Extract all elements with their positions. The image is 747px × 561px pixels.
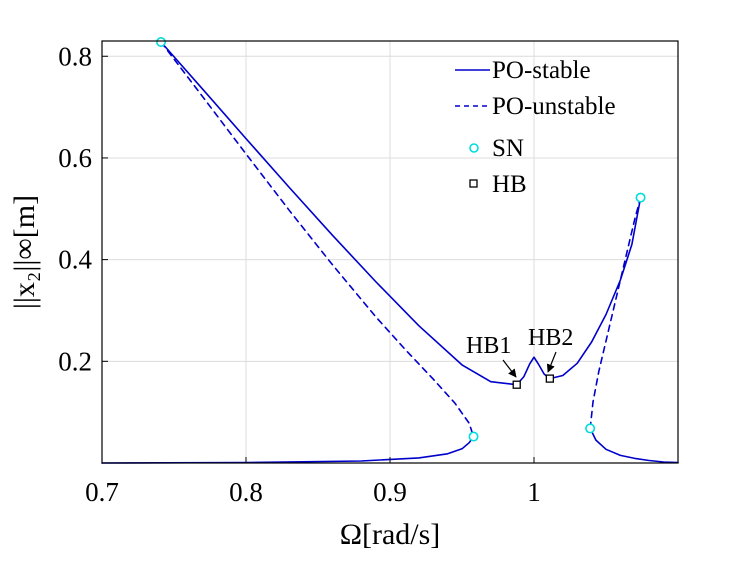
plot-series [101, 41, 679, 464]
po-stable-curve [160, 41, 518, 386]
plot-markers [156, 37, 646, 442]
legend: PO-stable PO-unstable SN HB [455, 57, 616, 198]
hb1-arrow [502, 359, 517, 378]
legend-marker-sn [469, 143, 479, 153]
po-stable-curve [548, 196, 642, 380]
grid [102, 41, 678, 463]
hb1-annotation: HB1 [466, 333, 511, 359]
x-axis-label: Ω[rad/s] [340, 518, 441, 551]
legend-label-stable: PO-stable [492, 57, 591, 84]
legend-label-hb: HB [492, 171, 527, 198]
x-tick-label: 1 [527, 477, 541, 507]
x-tick-label: 0.9 [373, 477, 407, 507]
sn-point [468, 431, 479, 442]
legend-marker-hb [469, 179, 478, 188]
hb-point [545, 374, 554, 383]
po-stable-curve [589, 427, 679, 464]
sn-point [585, 423, 596, 434]
sn-point [156, 37, 167, 48]
po-unstable-curve [589, 196, 642, 430]
axis-ticks: 0.7 0.8 0.9 1 0.2 0.4 0.6 0.8 [58, 41, 541, 507]
legend-label-unstable: PO-unstable [492, 93, 616, 120]
hb2-arrow [546, 351, 557, 373]
po-stable-curve [515, 356, 551, 386]
po-stable-curve [101, 435, 475, 464]
x-tick-label: 0.8 [229, 477, 263, 507]
y-axis-label: ||x₂||∞[m] [8, 195, 41, 309]
x-tick-label: 0.7 [85, 477, 119, 507]
sn-point [635, 192, 646, 203]
y-tick-label: 0.2 [58, 346, 92, 376]
y-tick-label: 0.8 [58, 41, 92, 71]
hb2-annotation: HB2 [528, 325, 573, 351]
y-tick-label: 0.6 [58, 143, 92, 173]
legend-label-sn: SN [492, 135, 524, 162]
y-tick-label: 0.4 [58, 245, 92, 275]
hb-point [512, 380, 521, 389]
po-unstable-curve [160, 41, 475, 438]
